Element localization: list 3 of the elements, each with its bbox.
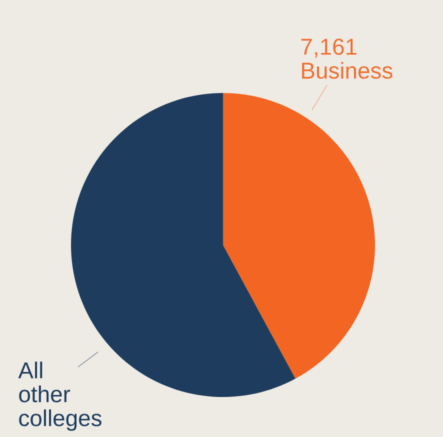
data-label: 7,161 <box>301 38 356 58</box>
slice-label: All other colleges <box>18 362 102 431</box>
slice-label: Business <box>302 62 392 79</box>
